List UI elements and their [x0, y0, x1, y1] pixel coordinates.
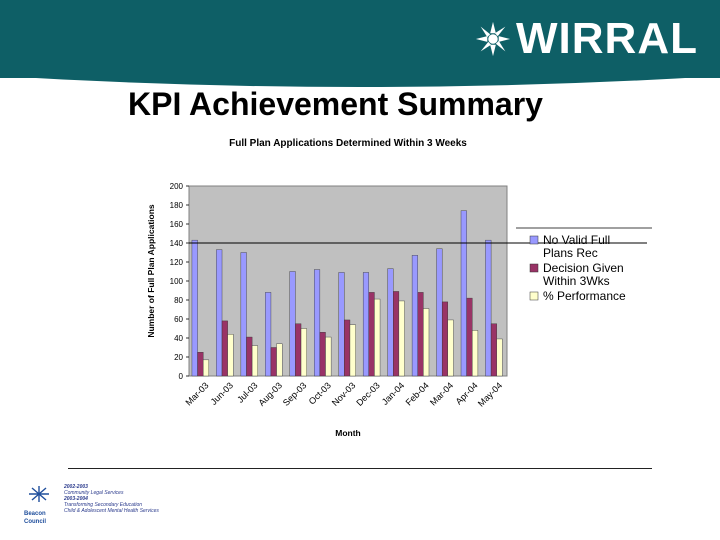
chart-svg: Full Plan Applications Determined Within…: [146, 138, 652, 438]
bar--performance: [496, 338, 503, 377]
y-tick-label: 60: [174, 315, 183, 324]
y-tick-label: 140: [170, 239, 184, 248]
bar-decision-given-within-3wks: [197, 352, 204, 377]
beacon-star-icon: [29, 486, 49, 502]
y-tick-label: 120: [170, 258, 184, 267]
bar-no-valid-full-plans-rec: [338, 272, 345, 377]
x-tick-label: Aug-03: [256, 380, 284, 408]
y-tick-label: 100: [170, 277, 184, 286]
bar-decision-given-within-3wks: [246, 336, 253, 377]
x-tick-label: Dec-03: [354, 380, 382, 408]
bar-decision-given-within-3wks: [368, 292, 375, 377]
bar-decision-given-within-3wks: [417, 292, 424, 377]
footer-line: Transforming Secondary Education: [64, 502, 143, 508]
footer-line: 2003-2004: [64, 496, 88, 502]
x-tick-label: Oct-03: [307, 380, 333, 406]
bar--performance: [202, 359, 210, 377]
bar-decision-given-within-3wks: [270, 347, 277, 377]
bar-no-valid-full-plans-rec: [289, 271, 296, 377]
bar--performance: [325, 336, 332, 377]
bar-no-valid-full-plans-rec: [216, 249, 223, 377]
chart: Full Plan Applications Determined Within…: [136, 130, 656, 450]
bar-decision-given-within-3wks: [319, 332, 326, 377]
bar--performance: [447, 319, 454, 377]
y-tick-label: 180: [170, 201, 184, 210]
y-tick-label: 160: [170, 220, 184, 229]
bar--performance: [374, 298, 381, 377]
y-tick-label: 200: [170, 182, 184, 191]
beacon-council-logo: Beacon Council: [24, 484, 58, 525]
starburst-icon: [475, 21, 511, 57]
beacon-label-2: Council: [24, 519, 46, 525]
bar-no-valid-full-plans-rec: [436, 248, 443, 377]
bar-no-valid-full-plans-rec: [460, 210, 467, 377]
logo-text: WIRRAL: [516, 14, 698, 63]
y-axis-label: Number of Full Plan Applications: [146, 204, 156, 338]
footer-line: Child & Adolescent Mental Health Service…: [64, 508, 159, 514]
slide-title: KPI Achievement Summary: [128, 86, 543, 122]
bar-decision-given-within-3wks: [441, 301, 449, 377]
wirral-logo: WIRRAL: [474, 14, 698, 64]
bar-decision-given-within-3wks: [490, 323, 497, 377]
header-curve: [0, 48, 720, 87]
bar-no-valid-full-plans-rec: [314, 269, 321, 377]
x-tick-label: Jan-04: [380, 380, 407, 407]
bar--performance: [251, 345, 258, 377]
bar-decision-given-within-3wks: [221, 320, 228, 377]
bar-no-valid-full-plans-rec: [362, 272, 369, 377]
x-tick-label: Mar-04: [428, 380, 455, 407]
bar-no-valid-full-plans-rec: [485, 239, 492, 377]
bar-decision-given-within-3wks: [393, 291, 400, 377]
bar-decision-given-within-3wks: [466, 297, 473, 377]
footer-text: 2002-2003 Community Legal Services 2003-…: [64, 484, 159, 514]
bar--performance: [227, 333, 234, 377]
bar--performance: [349, 324, 356, 377]
legend-label: Decision Given: [543, 261, 624, 275]
y-tick-label: 80: [174, 296, 183, 305]
legend-label: % Performance: [543, 289, 626, 303]
x-tick-label: Feb-04: [404, 380, 431, 407]
legend-swatch: [529, 291, 539, 301]
x-tick-label: Mar-03: [183, 380, 210, 407]
bar--performance: [300, 328, 307, 377]
x-tick-label: Jun-03: [209, 380, 236, 407]
bar-decision-given-within-3wks: [344, 319, 351, 377]
y-tick-label: 0: [179, 372, 184, 381]
bar-no-valid-full-plans-rec: [240, 252, 247, 377]
bottom-divider: [68, 468, 652, 469]
x-tick-label: Sep-03: [281, 380, 309, 408]
footer: Beacon Council 2002-2003 Community Legal…: [24, 484, 159, 525]
x-tick-label: Nov-03: [330, 380, 358, 408]
bar--performance: [423, 308, 430, 377]
bar-no-valid-full-plans-rec: [265, 292, 272, 377]
x-axis-label: Month: [335, 428, 361, 438]
footer-line: Community Legal Services: [64, 490, 124, 496]
x-tick-label: May-04: [476, 380, 504, 408]
legend-swatch: [529, 235, 539, 245]
footer-line: 2002-2003: [64, 484, 88, 490]
legend-swatch: [529, 263, 539, 273]
chart-title: Full Plan Applications Determined Within…: [229, 138, 467, 149]
bar-no-valid-full-plans-rec: [387, 268, 394, 377]
bar-no-valid-full-plans-rec: [191, 239, 198, 377]
legend-label: Plans Rec: [543, 246, 598, 260]
bar--performance: [398, 300, 405, 377]
legend-label: No Valid Full: [543, 233, 610, 247]
bar--performance: [276, 343, 283, 377]
bar-no-valid-full-plans-rec: [411, 255, 418, 377]
bar-decision-given-within-3wks: [295, 323, 302, 377]
y-tick-label: 40: [174, 334, 183, 343]
legend-label: Within 3Wks: [543, 274, 610, 288]
y-tick-label: 20: [174, 353, 183, 362]
beacon-label-1: Beacon: [24, 511, 46, 517]
bar--performance: [472, 330, 479, 377]
